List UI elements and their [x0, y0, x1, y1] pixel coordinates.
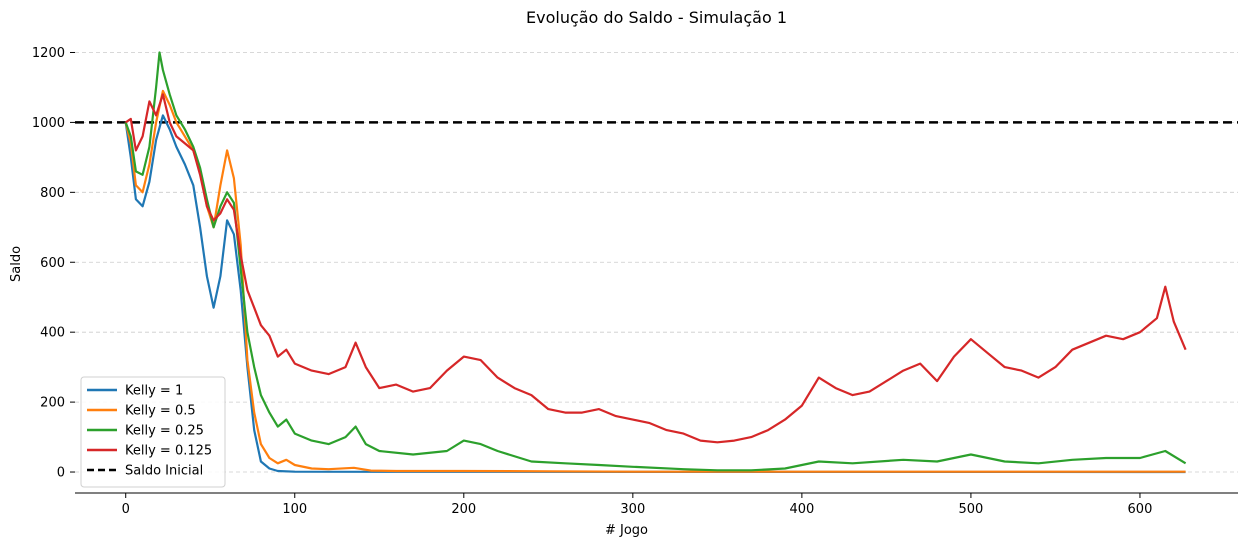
grid-lines — [75, 52, 1238, 473]
y-axis-label: Saldo — [9, 246, 24, 282]
x-tick-label-5: 500 — [959, 502, 984, 517]
y-tick-label-2: 400 — [40, 326, 65, 341]
y-ticks: 0 200 400 600 800 1000 1200 — [32, 46, 75, 481]
series-layer — [124, 51, 1187, 474]
legend-label-4: Saldo Inicial — [125, 464, 203, 479]
series-line-0 — [124, 114, 1186, 474]
legend-label-3: Kelly = 0.125 — [125, 444, 212, 459]
series-line-3 — [125, 93, 1187, 444]
y-tick-label-3: 600 — [40, 256, 65, 271]
series-line-2 — [124, 51, 1187, 472]
legend-label-0: Kelly = 1 — [125, 384, 183, 399]
x-tick-label-2: 200 — [451, 502, 476, 517]
y-tick-label-1: 200 — [40, 396, 65, 411]
series-line-1 — [124, 89, 1186, 473]
y-tick-label-5: 1000 — [32, 116, 65, 131]
legend-box — [80, 376, 226, 488]
x-ticks: 0 100 200 300 400 500 600 — [122, 493, 1153, 517]
x-tick-label-0: 0 — [122, 502, 130, 517]
y-tick-label-6: 1200 — [32, 46, 65, 61]
y-tick-label-4: 800 — [40, 186, 65, 201]
y-tick-label-0: 0 — [57, 466, 65, 481]
x-tick-label-1: 100 — [282, 502, 307, 517]
legend-label-1: Kelly = 0.5 — [125, 404, 196, 419]
legend-label-2: Kelly = 0.25 — [125, 424, 204, 439]
x-tick-label-3: 300 — [620, 502, 645, 517]
legend: Kelly = 1 Kelly = 0.5 Kelly = 0.25 Kelly = … — [80, 376, 226, 488]
x-tick-label-4: 400 — [789, 502, 814, 517]
chart-title: Evolução do Saldo - Simulação 1 — [526, 8, 787, 27]
x-tick-label-6: 600 — [1128, 502, 1153, 517]
x-axis-label: # Jogo — [605, 523, 648, 538]
